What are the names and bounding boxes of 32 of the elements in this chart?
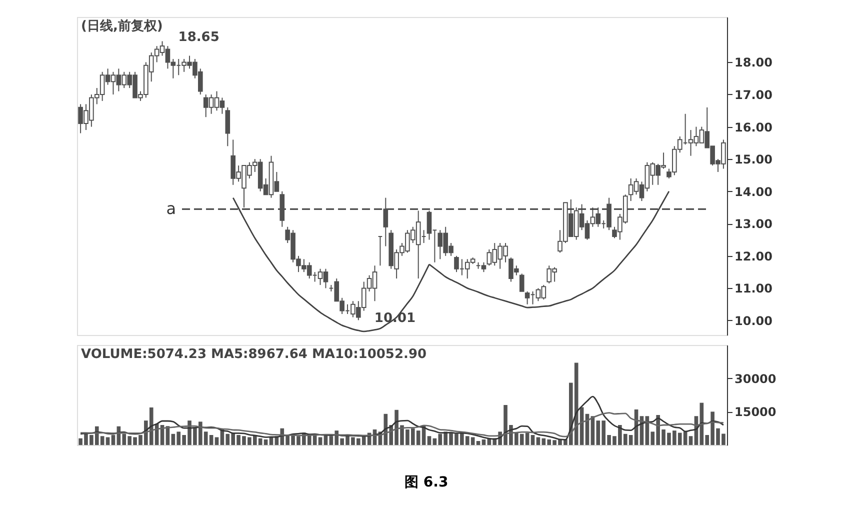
bar <box>688 436 693 445</box>
y-tick-label: 16.00 <box>734 120 772 134</box>
bar <box>476 441 480 445</box>
annotation: 18.65 <box>178 30 220 46</box>
y-tick-label: 15.00 <box>734 152 772 167</box>
bar <box>530 435 535 445</box>
y-tick-label: 15000 <box>734 405 776 420</box>
y-tick-label: 17.00 <box>734 88 772 102</box>
caption: 图 6.3 <box>404 474 448 490</box>
bar <box>536 437 540 445</box>
candlestick <box>225 106 230 147</box>
y-tick-label: 11.00 <box>734 282 772 296</box>
bar <box>106 437 110 445</box>
bar <box>264 439 268 445</box>
ref-line-label: a <box>166 199 176 218</box>
y-tick-label: 10.00 <box>734 314 772 328</box>
bar <box>111 435 116 445</box>
y-tick-label: 13.00 <box>734 217 772 232</box>
bar <box>427 436 432 445</box>
y-tick-label: 14.00 <box>734 184 772 199</box>
line-series <box>80 412 724 438</box>
bar <box>214 437 219 445</box>
candlestick <box>519 273 524 292</box>
bar <box>318 437 322 445</box>
line-series <box>80 396 724 440</box>
y-tick-label: 12.00 <box>734 249 772 264</box>
candlestick <box>383 197 388 247</box>
chart-title: (日线,前复权) <box>81 19 163 34</box>
bar <box>482 439 486 445</box>
chart-title: VOLUME:5074.23 MA5:8967.64 MA10:10052.90 <box>81 347 427 362</box>
y-tick-label: 30000 <box>734 372 776 386</box>
y-tick-label: 18.00 <box>734 56 772 70</box>
